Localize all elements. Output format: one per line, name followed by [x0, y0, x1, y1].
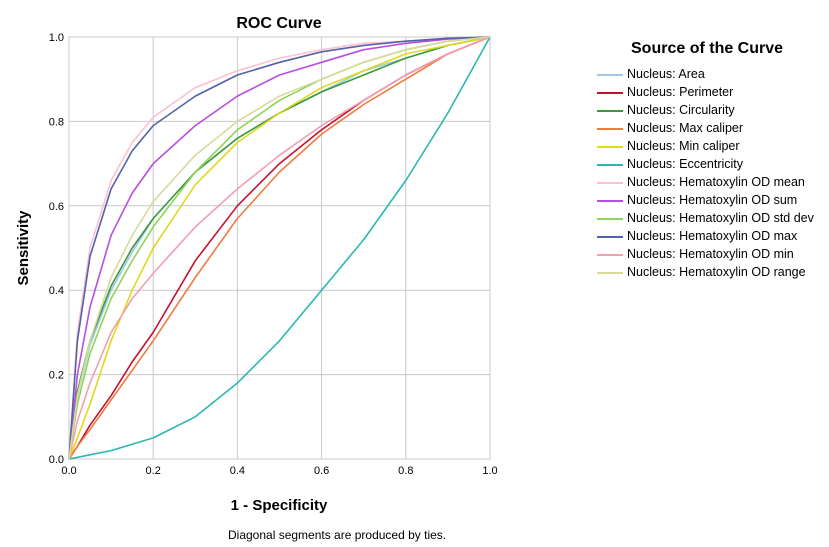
series-line-nucleus-eccentricity [68, 36, 491, 460]
y-tick-label: 0.0 [49, 454, 64, 466]
legend-label: Nucleus: Hematoxylin OD range [627, 265, 806, 279]
legend-label: Nucleus: Min caliper [627, 139, 740, 153]
legend-swatch [597, 182, 623, 184]
legend-label: Nucleus: Hematoxylin OD sum [627, 193, 798, 207]
legend: Source of the Curve Nucleus: Area Nucleus… [597, 40, 827, 284]
legend-swatch [597, 146, 623, 148]
roc-chart: ROC Curve 0.00.0 0.2 0.2 0.4 0.4 0.6 0.6 0.8 0.8… [15, 15, 498, 514]
legend-item: Nucleus: Hematoxylin OD sum [597, 194, 827, 207]
legend-items: Nucleus: Area Nucleus: Perimeter Nucleus: … [597, 68, 827, 279]
legend-label: Nucleus: Eccentricity [627, 157, 744, 171]
legend-swatch [597, 236, 623, 238]
legend-label: Nucleus: Area [627, 67, 705, 81]
series-line-nucleus-hematoxylin-od-max [68, 36, 491, 460]
legend-label: Nucleus: Circularity [627, 103, 735, 117]
legend-item: Nucleus: Area [597, 68, 827, 81]
legend-swatch [597, 218, 623, 220]
y-tick-label: 1.0 [49, 32, 64, 44]
legend-item: Nucleus: Min caliper [597, 140, 827, 153]
grid-lines [68, 36, 491, 460]
legend-item: Nucleus: Eccentricity [597, 158, 827, 171]
legend-label: Nucleus: Max caliper [627, 121, 744, 135]
series-line-nucleus-hematoxylin-od-min [68, 36, 491, 460]
x-tick-label: 0.4 [230, 465, 245, 477]
x-axis-label: 1 - Specificity [231, 497, 328, 514]
y-axis-label: Sensitivity [15, 210, 32, 286]
legend-swatch [597, 254, 623, 256]
legend-label: Nucleus: Hematoxylin OD std dev [627, 211, 814, 225]
legend-label: Nucleus: Perimeter [627, 85, 734, 99]
x-tick-label: 0.2 [146, 465, 161, 477]
x-tick-label: 0.8 [398, 465, 413, 477]
legend-item: Nucleus: Hematoxylin OD range [597, 266, 827, 279]
tick-labels: 0.00.0 0.2 0.2 0.4 0.4 0.6 0.6 0.8 0.8 1.0 1.0 [49, 32, 498, 477]
y-tick-label: 0.8 [49, 116, 64, 128]
legend-title: Source of the Curve [631, 40, 784, 57]
y-tick-label: 0.4 [49, 285, 64, 297]
series-line-nucleus-max-caliper [68, 36, 491, 460]
series-line-nucleus-hematoxylin-od-range [68, 36, 491, 460]
legend-label: Nucleus: Hematoxylin OD mean [627, 175, 805, 189]
legend-swatch [597, 128, 623, 130]
legend-item: Nucleus: Circularity [597, 104, 827, 117]
legend-swatch [597, 74, 623, 76]
x-tick-label: 1.0 [482, 465, 497, 477]
legend-label: Nucleus: Hematoxylin OD min [627, 247, 794, 261]
x-tick-label: 0.6 [314, 465, 329, 477]
series-line-nucleus-min-caliper [68, 36, 491, 460]
x-tick-label: 0.0 [61, 465, 76, 477]
legend-item: Nucleus: Hematoxylin OD mean [597, 176, 827, 189]
legend-swatch [597, 200, 623, 202]
y-tick-label: 0.6 [49, 201, 64, 213]
chart-title: ROC Curve [236, 15, 321, 32]
legend-item: Nucleus: Hematoxylin OD std dev [597, 212, 827, 225]
legend-swatch [597, 92, 623, 94]
legend-item: Nucleus: Max caliper [597, 122, 827, 135]
y-tick-label: 0.2 [49, 370, 64, 382]
legend-swatch [597, 164, 623, 166]
legend-item: Nucleus: Perimeter [597, 86, 827, 99]
legend-swatch [597, 110, 623, 112]
legend-label: Nucleus: Hematoxylin OD max [627, 229, 798, 243]
footnote: Diagonal segments are produced by ties. [228, 528, 447, 542]
legend-item: Nucleus: Hematoxylin OD max [597, 230, 827, 243]
series-lines [68, 36, 491, 460]
legend-swatch [597, 272, 623, 274]
series-line-nucleus-hematoxylin-od-sum [68, 36, 491, 460]
legend-item: Nucleus: Hematoxylin OD min [597, 248, 827, 261]
